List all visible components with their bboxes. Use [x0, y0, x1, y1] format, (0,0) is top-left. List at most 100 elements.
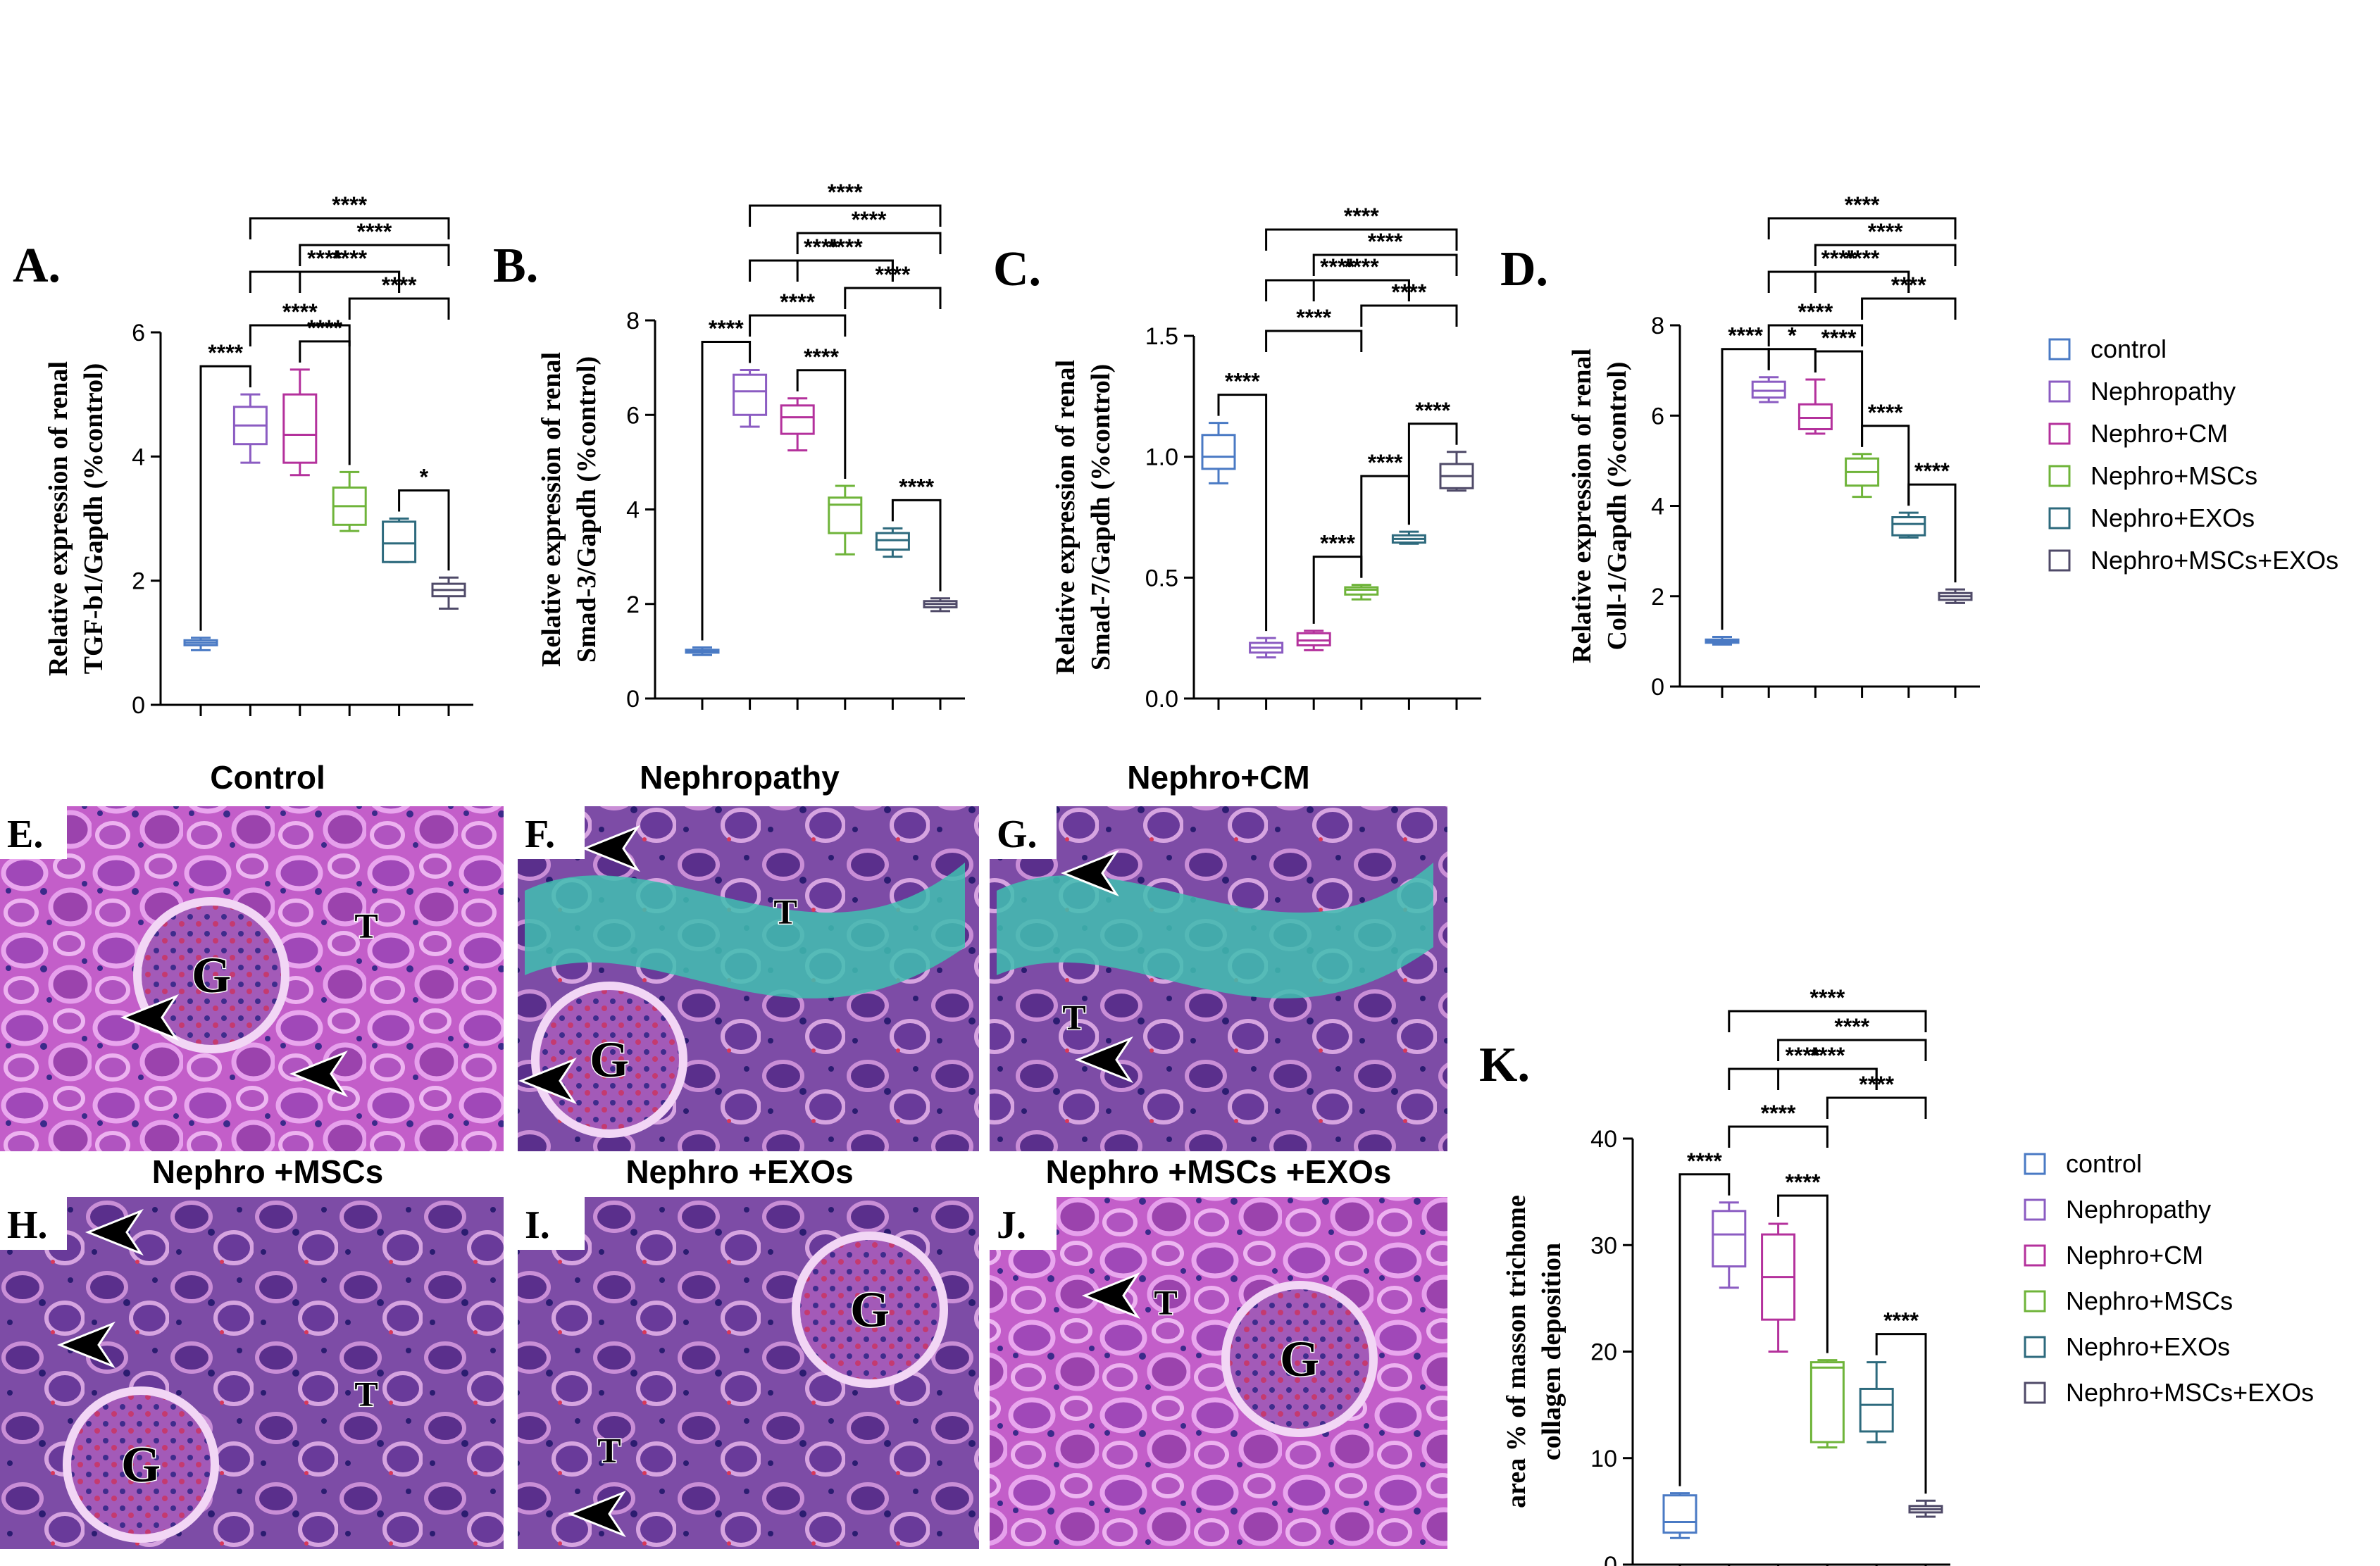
legend-top: control Nephropathy Nephro+CM Nephro+MSCs Ne…: [2048, 334, 2338, 575]
significance-label: ****: [1761, 1101, 1796, 1126]
significance-label: ****: [1914, 458, 1950, 484]
glomerulus-mark: G: [850, 1282, 890, 1338]
significance-label: ****: [1687, 1148, 1722, 1174]
significance-bracket: ****: [299, 315, 351, 465]
box-nephropathy: [1751, 376, 1786, 403]
bracket-line: [749, 204, 942, 227]
y-tick-label: 4: [1651, 494, 1664, 520]
legend-swatch: [2048, 549, 2071, 572]
y-tick-label: 6: [132, 320, 145, 346]
legend-label: Nephro+CM: [2066, 1241, 2203, 1270]
legend-label: Nephro+MSCs+EXOs: [2066, 1378, 2314, 1407]
y-tick-label: 4: [626, 497, 640, 524]
box-nephropathy: [1249, 637, 1284, 659]
legend-item: Nephropathy: [2048, 377, 2236, 406]
micrograph-g: Nephro+CM T G.: [990, 759, 1447, 1151]
panel-label-bg: [0, 806, 67, 859]
panel-label: H.: [7, 1203, 48, 1247]
significance-bracket: ****: [796, 207, 942, 254]
box-body: [1712, 1210, 1747, 1267]
significance-bracket: ****: [1312, 229, 1458, 276]
box-nephropathy: [1712, 1201, 1747, 1289]
significance-bracket: ****: [1767, 246, 1910, 293]
significance-label: ****: [1809, 985, 1845, 1010]
box-control: [1705, 635, 1740, 646]
tissue-image: [990, 1197, 1447, 1549]
significance-label: ****: [356, 219, 392, 244]
micrograph-title: Control: [210, 759, 325, 796]
bracket-line: [348, 297, 450, 320]
tubule-mark: T: [597, 1431, 621, 1470]
panel-label-bg: [518, 1197, 585, 1250]
legend-item: Nephro+MSCs: [2024, 1286, 2233, 1315]
significance-bracket: ****: [1767, 192, 1957, 239]
bracket-line: [1265, 279, 1410, 301]
panel-label: A.: [13, 239, 61, 293]
y-tick-label: 8: [626, 308, 640, 334]
legend-item: Nephropathy: [2024, 1195, 2211, 1224]
chart-panel-c: C. 0.0 0.5 1.0 1.5 Relative expression of ren…: [993, 203, 1481, 713]
bracket-line: [796, 369, 847, 479]
panel-label: I.: [525, 1203, 550, 1247]
bracket-line: [749, 314, 847, 337]
legend-label: control: [2091, 334, 2167, 363]
bracket-line: [1265, 228, 1458, 251]
legend-swatch: [2048, 380, 2071, 403]
y-axis-label-line2: TGF-b1/Gapdh (%control): [79, 363, 108, 675]
legend-label: Nephro+MSCs: [2066, 1286, 2233, 1315]
box-body: [1891, 516, 1926, 537]
y-tick-label: 6: [1651, 403, 1664, 430]
significance-bracket: ****: [1312, 254, 1410, 301]
bracket-line: [1814, 350, 1864, 447]
box-nephro-mscs-exos: [923, 597, 958, 613]
box-body: [875, 532, 910, 551]
significance-bracket: ****: [1907, 458, 1957, 583]
bracket-line: [1767, 324, 1864, 346]
micrograph-e: Control G T E.: [0, 759, 504, 1151]
panel-label-bg: [0, 1197, 67, 1250]
box-nephro-exos: [1859, 1361, 1894, 1443]
bracket-line: [1217, 394, 1268, 632]
legend-item: control: [2048, 334, 2167, 363]
arrowhead-icon: [1074, 1036, 1133, 1084]
box-nephropathy: [232, 393, 268, 464]
legend-label: control: [2066, 1149, 2142, 1178]
micrograph-i: Nephro +EXOs G T I.: [518, 1153, 979, 1549]
box-body: [1798, 403, 1833, 430]
box-body: [1751, 380, 1786, 399]
significance-label: ****: [332, 246, 367, 271]
significance-bracket: ****: [1728, 1101, 1828, 1148]
significance-label: ****: [1845, 246, 1880, 271]
micrograph-j: Nephro +MSCs +EXOs T G J.: [990, 1153, 1447, 1549]
y-axis-label-line1: Relative expression of renal: [1567, 349, 1597, 663]
legend-item: Nephro+CM: [2024, 1241, 2203, 1270]
bracket-line: [1678, 1173, 1731, 1486]
significance-bracket: ****: [1767, 299, 1864, 346]
y-axis-label-line2: collagen deposition: [1537, 1243, 1566, 1460]
bracket-line: [299, 244, 450, 266]
bracket-line: [249, 270, 401, 293]
micrograph-title: Nephro+CM: [1127, 759, 1309, 796]
significance-label: ****: [1798, 299, 1833, 325]
bracket-line: [891, 499, 942, 591]
box-nephro-mscs: [828, 484, 863, 556]
micrograph-title: Nephro +EXOs: [625, 1153, 853, 1190]
significance-bracket: ****: [299, 219, 450, 266]
significance-label: ****: [1868, 219, 1903, 244]
significance-label: ****: [1344, 203, 1379, 229]
y-tick-label: 4: [132, 444, 145, 470]
legend-swatch: [2048, 507, 2071, 530]
bracket-line: [1728, 1010, 1927, 1032]
significance-bracket: *: [398, 465, 450, 571]
box-control: [1201, 422, 1236, 484]
significance-label: ****: [208, 340, 243, 365]
bracket-line: [1777, 1039, 1927, 1061]
significance-bracket: ****: [1814, 219, 1957, 266]
significance-bracket: ****: [249, 299, 351, 346]
glomerulus-mark: G: [590, 1032, 629, 1088]
box-body: [1859, 1387, 1894, 1433]
arrowhead-icon: [85, 1208, 144, 1256]
significance-label: ****: [1821, 246, 1857, 271]
significance-bracket: ****: [749, 234, 894, 282]
